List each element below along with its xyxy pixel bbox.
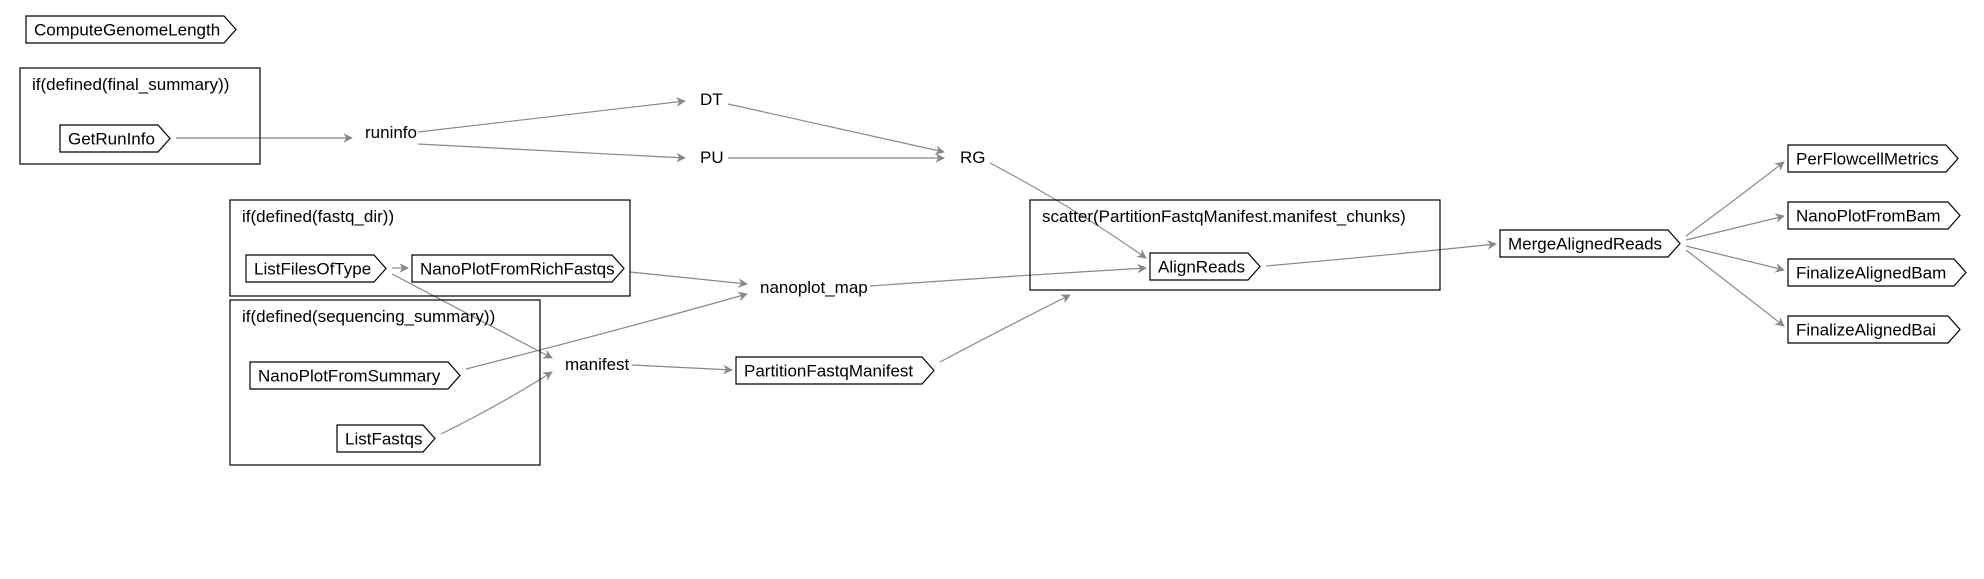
node-label-NanoPlotRich: NanoPlotFromRichFastqs xyxy=(420,260,615,279)
edge-runinfo-to-PU xyxy=(418,144,685,158)
node-manifest: manifest xyxy=(565,355,630,374)
node-PU: PU xyxy=(700,148,724,167)
node-DT: DT xyxy=(700,90,723,109)
node-label-PerFlowcell: PerFlowcellMetrics xyxy=(1796,150,1939,169)
node-label-GetRunInfo: GetRunInfo xyxy=(68,130,155,149)
node-label-PartitionFastq: PartitionFastqManifest xyxy=(744,362,913,381)
node-label-NanoPlotBam: NanoPlotFromBam xyxy=(1796,207,1941,226)
node-label-MergeAligned: MergeAlignedReads xyxy=(1508,235,1662,254)
node-label-ListFastqs: ListFastqs xyxy=(345,430,422,449)
edge-ListFastqs-to-manifest xyxy=(441,372,552,434)
edge-AlignReads-to-MergeAligned xyxy=(1266,244,1496,266)
edge-DT-to-RG xyxy=(728,104,944,152)
node-nanoplot_map: nanoplot_map xyxy=(760,278,868,297)
group-label-g_fastqdir: if(defined(fastq_dir)) xyxy=(242,207,394,226)
edge-NanoPlotRich-to-nanoplot_map xyxy=(630,272,747,284)
edge-MergeAligned-to-PerFlowcell xyxy=(1686,162,1784,236)
node-RG: RG xyxy=(960,148,986,167)
edge-manifest-to-PartitionFastq xyxy=(632,365,732,370)
group-label-g_seqsum: if(defined(sequencing_summary)) xyxy=(242,307,495,326)
edge-PartitionFastq-to-g_scatter xyxy=(940,295,1070,362)
edge-MergeAligned-to-FinalizeBam xyxy=(1686,246,1784,270)
edge-MergeAligned-to-FinalizeBai xyxy=(1686,250,1784,326)
edge-runinfo-to-DT xyxy=(418,101,685,132)
node-runinfo: runinfo xyxy=(365,123,417,142)
node-label-ComputeGenomeLength: ComputeGenomeLength xyxy=(34,21,220,40)
node-label-FinalizeBam: FinalizeAlignedBam xyxy=(1796,264,1946,283)
edge-MergeAligned-to-NanoPlotBam xyxy=(1686,216,1784,240)
node-label-AlignReads: AlignReads xyxy=(1158,258,1245,277)
node-label-NanoPlotSummary: NanoPlotFromSummary xyxy=(258,367,441,386)
edge-nanoplot_map-to-AlignReads xyxy=(870,268,1146,286)
node-label-FinalizeBai: FinalizeAlignedBai xyxy=(1796,321,1936,340)
node-label-ListFilesOfType: ListFilesOfType xyxy=(254,260,371,279)
group-label-g_finalsum: if(defined(final_summary)) xyxy=(32,75,229,94)
workflow-diagram: if(defined(final_summary)) if(defined(fas… xyxy=(0,0,1984,579)
group-label-g_scatter: scatter(PartitionFastqManifest.manifest_… xyxy=(1042,207,1406,226)
